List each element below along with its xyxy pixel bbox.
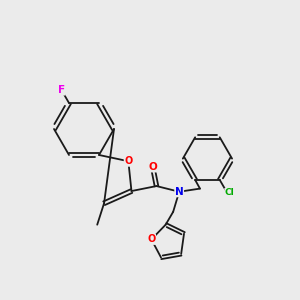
- Text: O: O: [148, 162, 157, 172]
- Text: Cl: Cl: [225, 188, 235, 197]
- Text: F: F: [58, 85, 65, 95]
- Text: N: N: [175, 187, 184, 197]
- Text: O: O: [147, 234, 155, 244]
- Text: O: O: [124, 156, 133, 166]
